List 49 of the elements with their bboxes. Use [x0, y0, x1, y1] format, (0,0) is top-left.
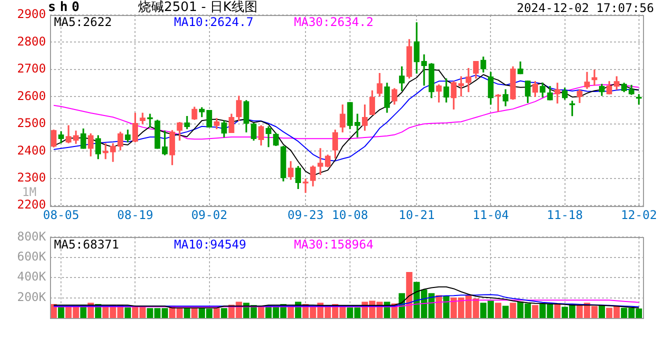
x-tick-label: 08-19: [117, 208, 154, 222]
y-tick-label: 2500: [17, 116, 46, 130]
bar: [532, 305, 538, 318]
text: MA30:158964: [294, 237, 374, 252]
bar: [124, 307, 131, 318]
chart-subtitle: 2024-12-02 17:07:56: [516, 1, 654, 15]
y-tick-label: 2700: [17, 62, 46, 76]
text: MA10:2624.7: [174, 15, 254, 30]
x-tick-label: 09-02: [191, 208, 228, 222]
bar: [406, 272, 412, 318]
annotation: sh0: [48, 0, 84, 15]
bar: [598, 305, 605, 318]
x-tick-label: 09-23: [287, 208, 324, 222]
text: MA30:2634.2: [294, 15, 374, 30]
x-tick-label: 11-04: [472, 208, 509, 222]
x-tick-label: 11-18: [546, 208, 583, 222]
bar: [220, 308, 228, 318]
y-tick-label: 2400: [17, 143, 46, 158]
text: MA10:94549: [174, 237, 246, 252]
bar: [436, 295, 442, 318]
y-tick-label: 2200: [17, 198, 46, 212]
bar: [494, 302, 502, 318]
bar: [554, 304, 561, 318]
y-tick-label: 400K: [17, 270, 47, 284]
y-tick-label: 2300: [17, 170, 46, 184]
y-tick-label: 2800: [17, 34, 46, 48]
y-tick-label: 2600: [17, 88, 46, 103]
bar: [191, 308, 198, 318]
bar: [510, 302, 516, 318]
x-tick-label: 12-02: [620, 208, 657, 222]
bar: [443, 296, 450, 318]
candlestick: [147, 114, 153, 128]
bar: [214, 308, 220, 318]
text: MA5:68371: [54, 237, 120, 252]
bar: [502, 306, 509, 318]
x-tick-label: 10-08: [332, 208, 368, 222]
y-tick-label: 200K: [17, 290, 47, 304]
y-tick-label: 2900: [17, 7, 46, 22]
chart-title: 烧碱2501 - 日K线图: [138, 0, 258, 15]
bar: [184, 308, 190, 318]
candlestick: [592, 70, 598, 86]
x-tick-label: 08-05: [43, 208, 80, 222]
text: MA5:2622: [54, 15, 112, 30]
text: 1M: [22, 185, 36, 199]
y-tick-label: 800K: [17, 229, 47, 244]
candlestick: [302, 178, 308, 193]
x-tick-label: 10-21: [398, 208, 435, 222]
bar: [58, 306, 64, 318]
y-tick-label: 600K: [17, 250, 47, 264]
